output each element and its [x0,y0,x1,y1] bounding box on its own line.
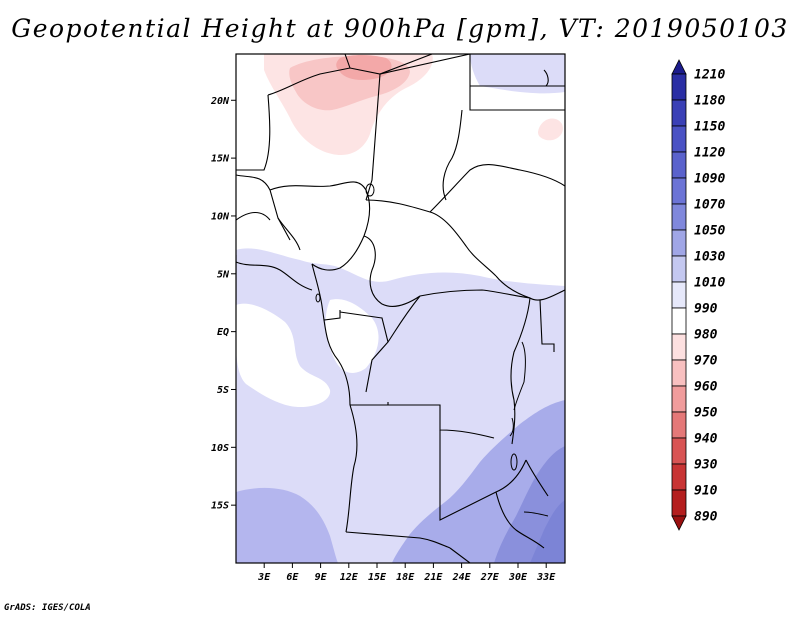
colorbar-label: 1180 [694,94,725,109]
colorbar-bin [671,385,687,413]
level-1070-core [530,500,565,563]
lat-tick-label: 15S [211,501,229,512]
longitude-axis: 3E 6E 9E 12E 15E 18E 21E 24E 27E 30E 33E [257,563,556,583]
colorbar-label: 1070 [694,198,725,213]
colorbar-label: 890 [694,510,718,525]
colorbar-label: 980 [694,328,718,343]
colorbar-bin [671,359,687,387]
colorbar-bin [671,125,687,153]
lat-tick-label: 5N [217,269,230,280]
colorbar-bin [671,73,687,101]
colorbar-bin [671,229,687,257]
colorbar-bin [671,99,687,127]
colorbar-label: 1090 [694,172,725,187]
lat-tick-label: 10S [211,443,229,454]
lon-tick-label: 12E [340,572,359,583]
colorbar-bin [671,489,687,517]
lon-tick-label: 33E [536,572,556,583]
chart-title: Geopotential Height at 900hPa [gpm], VT:… [11,14,789,43]
lon-tick-label: 15E [368,572,387,583]
colorbar-label: 1210 [694,68,725,83]
lon-tick-label: 18E [396,572,415,583]
lon-tick-label: 3E [257,572,271,583]
white-pocket-west [236,303,331,408]
colorbar-label: 910 [694,484,718,499]
lon-tick-label: 24E [452,572,472,583]
lon-tick-label: 9E [315,572,328,583]
pink-blob-east [538,118,563,141]
colorbar-bin [671,307,687,335]
colorbar-bin [671,255,687,283]
colorbar-bin [671,463,687,491]
colorbar-label: 1010 [694,276,725,291]
lat-tick-label: 15N [211,154,230,165]
white-pocket-center [325,299,379,373]
plot-frame [235,53,566,564]
colorbar-top-arrow [671,59,687,75]
colorbar-label: 1050 [694,224,725,239]
colorbar-bin [671,203,687,231]
colorbar-label: 1150 [694,120,725,135]
colorbar-bin [671,177,687,205]
colorbar-bin [671,411,687,439]
colorbar-bin [671,333,687,361]
grads-credit: GrADS: IGES/COLA [4,603,91,613]
colorbar-label: 940 [694,432,718,447]
colorbar-bin [671,151,687,179]
level-1010-ne [470,54,565,94]
colorbar-label: 1120 [694,146,725,161]
shaded-field [236,54,565,563]
lon-tick-label: 27E [480,572,500,583]
level-1030-southwest [236,487,338,563]
colorbar: 1210 1180 1150 1120 1090 1070 1050 1030 1010 990 9… [671,59,725,531]
lat-tick-label: 10N [211,211,230,222]
lakes [315,183,549,517]
latitude-axis: 20N 15N 10N 5N EQ 5S 10S 15S [210,96,236,512]
colorbar-bin [671,437,687,465]
lat-tick-label: 20N [210,96,230,107]
lon-tick-label: 6E [286,572,299,583]
colorbar-label: 1030 [694,250,725,265]
colorbar-bottom-arrow [671,515,687,531]
lat-tick-label: EQ [217,327,229,338]
colorbar-label: 930 [694,458,718,473]
lon-tick-label: 21E [423,572,443,583]
colorbar-bin [671,281,687,309]
colorbar-label: 960 [694,380,718,395]
colorbar-label: 950 [694,406,718,421]
colorbar-label: 970 [694,354,718,369]
lon-tick-label: 30E [508,572,528,583]
lat-tick-label: 5S [217,385,229,396]
colorbar-label: 990 [694,302,718,317]
country-borders [236,54,565,563]
